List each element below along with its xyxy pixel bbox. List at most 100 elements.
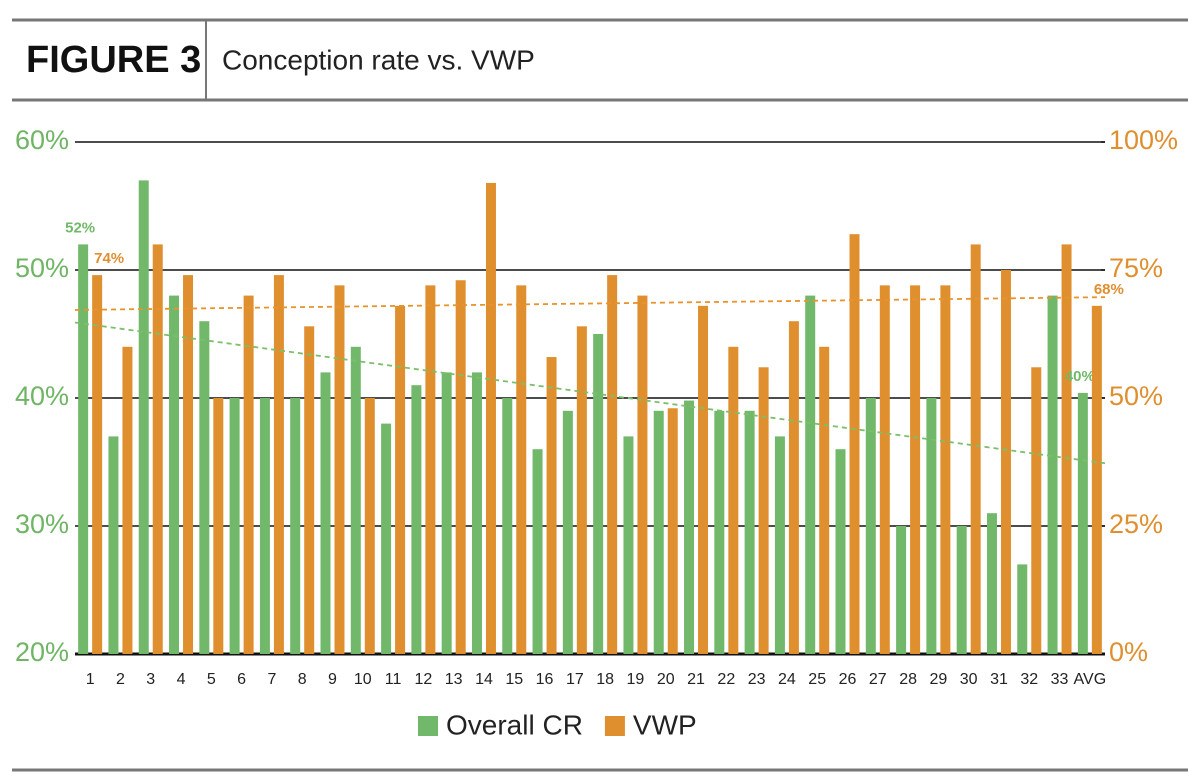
bar [940,285,951,654]
bar [576,326,587,654]
y-tick-label: 20% [15,637,69,667]
x-tick-label: 24 [778,671,796,688]
bar [502,398,513,654]
x-tick-label: 18 [596,671,614,688]
x-tick-label: 16 [536,671,554,688]
bar [350,346,361,654]
x-tick-label: 11 [385,671,402,688]
x-tick-label: 8 [298,671,307,688]
bar [532,449,543,654]
bar [653,410,664,654]
trend-line [74,321,1106,465]
y-tick-label: 60% [15,125,69,155]
bar [229,398,240,654]
bar [381,423,392,654]
x-tick-label: 14 [475,671,493,688]
bar [986,513,997,654]
bar [788,321,799,654]
bar [865,398,876,654]
y2-tick-label: 50% [1109,381,1163,411]
bar [320,372,331,654]
legend-swatch [604,716,625,736]
x-tick-label: 7 [267,671,276,688]
x-tick-label: 22 [717,671,735,688]
legend-label: VWP [633,709,697,740]
bar [728,346,739,654]
bar [78,244,89,654]
x-tick-label: 9 [328,671,337,688]
bar [1091,305,1102,654]
bar [334,285,345,654]
bar [1017,564,1028,654]
bar [956,526,967,654]
x-tick-label: 27 [869,671,887,688]
x-tick-label: 32 [1020,671,1038,688]
bar [304,326,315,654]
value-label: 74% [94,250,124,267]
bar [290,398,301,654]
x-tick-label: 17 [566,671,584,688]
x-tick-label: 25 [808,671,826,688]
bar [714,410,725,654]
bar [562,410,573,654]
bar [138,180,149,654]
x-tick-label: 23 [748,671,766,688]
y2-tick-label: 0% [1109,637,1148,667]
bar [455,280,466,654]
x-tick-label: 30 [960,671,978,688]
value-label: 68% [1094,281,1124,298]
bar [152,244,163,654]
x-tick-label: 33 [1051,671,1069,688]
bar [122,346,133,654]
bar [108,436,119,654]
bar [970,244,981,654]
x-tick-label: 19 [627,671,645,688]
bar [1031,367,1042,654]
trend-line [74,296,1106,311]
bar [243,295,254,654]
y2-tick-label: 75% [1109,253,1163,283]
bar [213,398,224,654]
bar [819,346,830,654]
x-tick-label: 2 [116,671,125,688]
y2-tick-label: 100% [1109,125,1178,155]
bar [471,372,482,654]
x-tick-label: 29 [929,671,947,688]
y2-tick-label: 25% [1109,509,1163,539]
x-tick-label: 20 [657,671,675,688]
bar [485,182,496,654]
x-tick-label: 1 [86,671,95,688]
bar [1000,270,1011,654]
value-label: 40% [1065,368,1095,385]
bar [835,449,846,654]
bar [684,400,695,654]
bar [259,398,270,654]
bar [926,398,937,654]
bar [744,410,755,654]
figure-label: FIGURE 3 [26,39,201,81]
bar [623,436,634,654]
legend-swatch [418,716,438,736]
bar [637,295,648,654]
bar [199,321,210,654]
value-label: 52% [65,219,95,236]
x-tick-label: AVG [1074,671,1107,688]
x-tick-label: 6 [237,671,246,688]
x-tick-label: 13 [445,671,463,688]
bar [395,305,406,654]
bar [896,526,907,654]
y-tick-label: 30% [15,509,69,539]
bar [667,408,678,654]
bar [411,385,422,654]
x-tick-label: 10 [354,671,372,688]
bar [169,295,180,654]
x-tick-label: 21 [687,671,705,688]
x-tick-label: 5 [207,671,216,688]
bar [273,275,284,654]
x-tick-label: 12 [414,671,432,688]
bar [1047,295,1058,654]
legend-label: Overall CR [446,709,583,740]
chart-title: Conception rate vs. VWP [222,44,535,75]
bar [593,334,604,654]
